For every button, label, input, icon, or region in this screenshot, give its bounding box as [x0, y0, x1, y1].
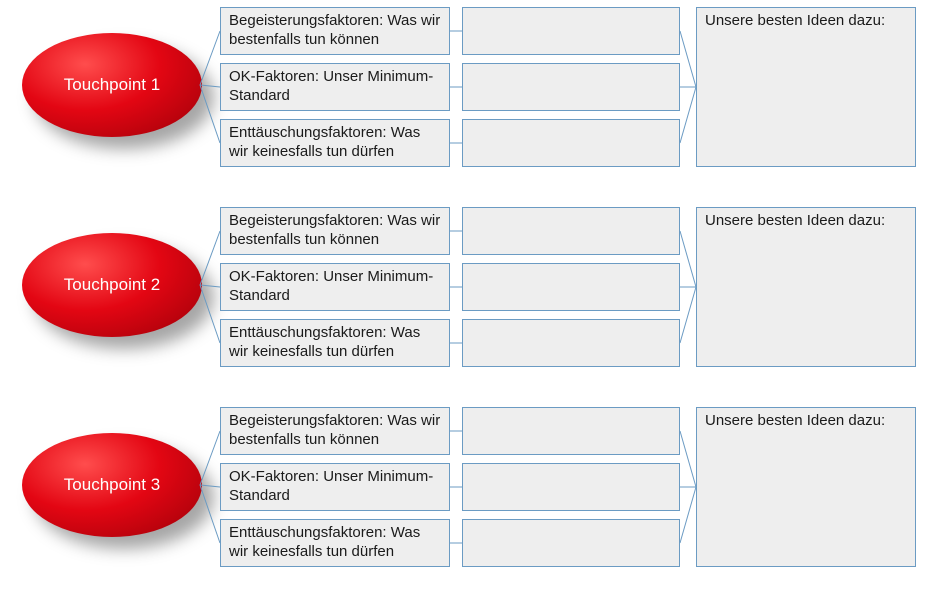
factor-box: Begeisterungsfaktoren: Was wir bestenfal…	[220, 207, 450, 255]
factor-input-box	[462, 119, 680, 167]
factor-box: Enttäuschungsfaktoren: Was wir keinesfal…	[220, 519, 450, 567]
ideas-box: Unsere besten Ideen dazu:	[696, 207, 916, 367]
factor-input-box	[462, 207, 680, 255]
ideas-label: Unsere besten Ideen dazu:	[705, 12, 885, 29]
factor-text: OK-Faktoren: Unser Minimum-Standard	[229, 68, 441, 106]
factor-text: Begeisterungsfaktoren: Was wir bestenfal…	[229, 12, 441, 50]
factor-text: Begeisterungsfaktoren: Was wir bestenfal…	[229, 412, 441, 450]
touchpoint-ellipse: Touchpoint 3	[22, 433, 202, 537]
touchpoint-label: Touchpoint 1	[64, 75, 160, 95]
factor-box: OK-Faktoren: Unser Minimum-Standard	[220, 463, 450, 511]
factor-text: Begeisterungsfaktoren: Was wir bestenfal…	[229, 212, 441, 250]
factor-text: Enttäuschungsfaktoren: Was wir keinesfal…	[229, 324, 441, 362]
touchpoint-label: Touchpoint 3	[64, 475, 160, 495]
factor-box: OK-Faktoren: Unser Minimum-Standard	[220, 63, 450, 111]
ideas-label: Unsere besten Ideen dazu:	[705, 212, 885, 229]
factor-input-box	[462, 463, 680, 511]
factor-box: Enttäuschungsfaktoren: Was wir keinesfal…	[220, 319, 450, 367]
factor-box: Enttäuschungsfaktoren: Was wir keinesfal…	[220, 119, 450, 167]
factor-input-box	[462, 63, 680, 111]
factor-box: OK-Faktoren: Unser Minimum-Standard	[220, 263, 450, 311]
factor-input-box	[462, 7, 680, 55]
factor-input-box	[462, 319, 680, 367]
factor-text: OK-Faktoren: Unser Minimum-Standard	[229, 268, 441, 306]
ideas-box: Unsere besten Ideen dazu:	[696, 407, 916, 567]
factor-text: Enttäuschungsfaktoren: Was wir keinesfal…	[229, 124, 441, 162]
factor-box: Begeisterungsfaktoren: Was wir bestenfal…	[220, 7, 450, 55]
factor-input-box	[462, 519, 680, 567]
touchpoint-label: Touchpoint 2	[64, 275, 160, 295]
ideas-box: Unsere besten Ideen dazu:	[696, 7, 916, 167]
factor-input-box	[462, 263, 680, 311]
ideas-label: Unsere besten Ideen dazu:	[705, 412, 885, 429]
factor-input-box	[462, 407, 680, 455]
factor-text: Enttäuschungsfaktoren: Was wir keinesfal…	[229, 524, 441, 562]
touchpoint-ellipse: Touchpoint 2	[22, 233, 202, 337]
factor-box: Begeisterungsfaktoren: Was wir bestenfal…	[220, 407, 450, 455]
diagram-canvas: Touchpoint 1 Begeisterungsfaktoren: Was w…	[0, 0, 932, 602]
factor-text: OK-Faktoren: Unser Minimum-Standard	[229, 468, 441, 506]
touchpoint-ellipse: Touchpoint 1	[22, 33, 202, 137]
